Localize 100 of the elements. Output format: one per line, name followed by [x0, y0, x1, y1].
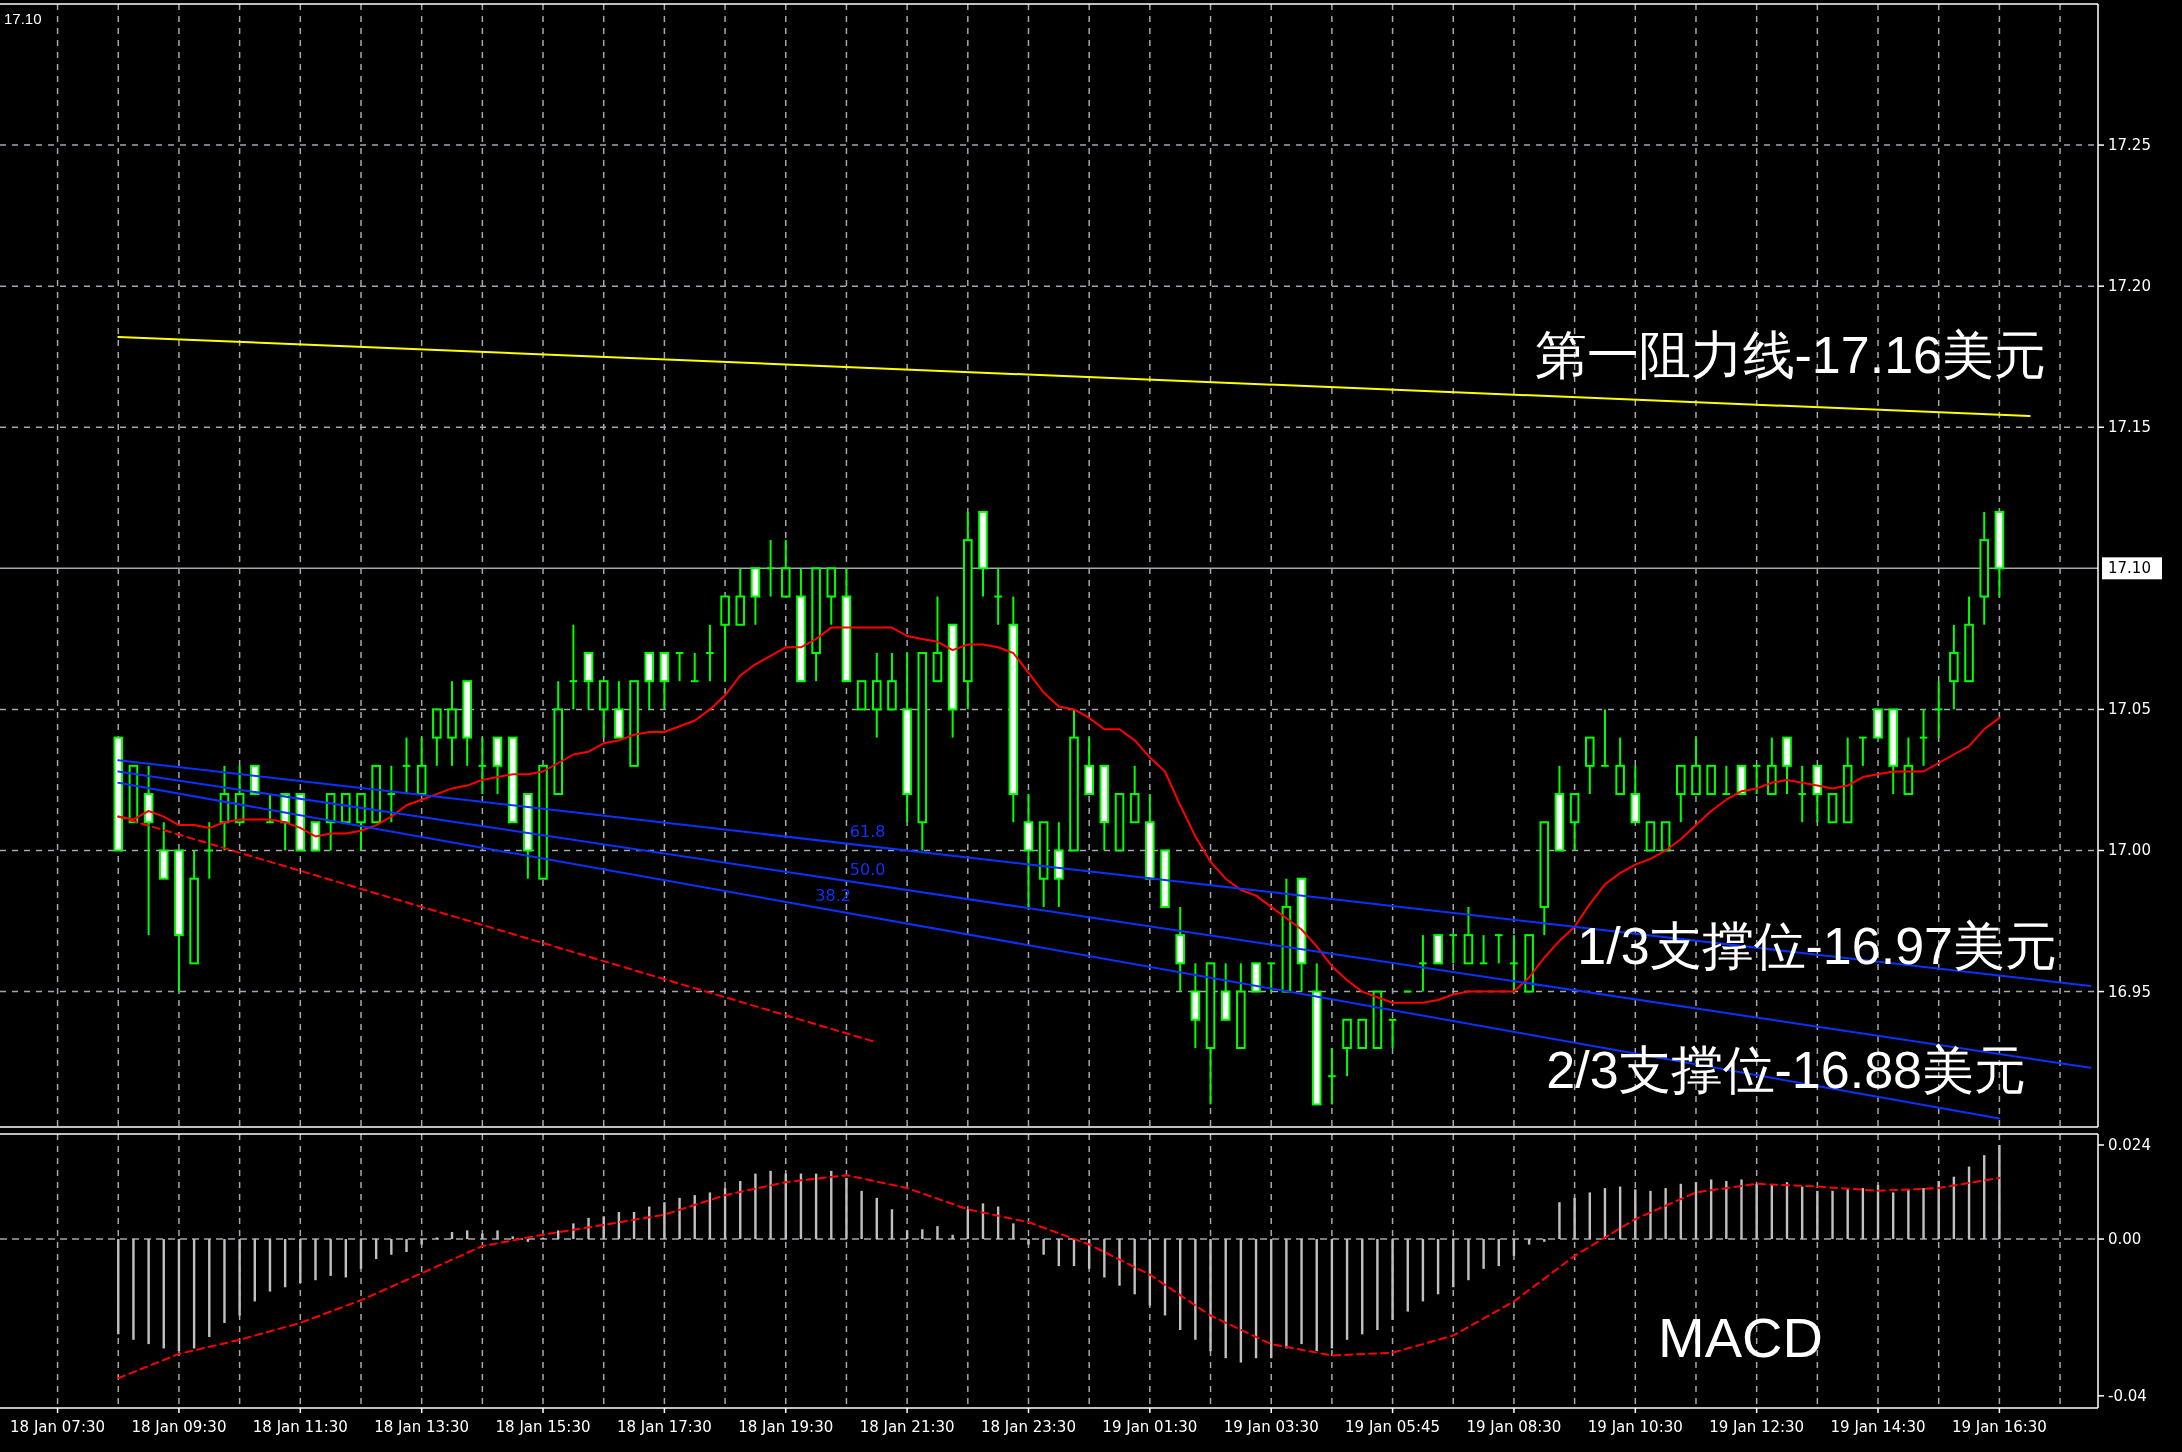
y-tick-label: 17.15	[2108, 418, 2151, 437]
x-tick-label: 19 Jan 10:30	[1587, 1418, 1683, 1436]
x-tick-label: 19 Jan 05:45	[1345, 1418, 1441, 1436]
bar	[1740, 1179, 1743, 1240]
bar	[1831, 1190, 1834, 1240]
bar	[223, 1239, 226, 1323]
bar	[481, 1233, 484, 1240]
bar	[1209, 1239, 1212, 1352]
candlestick	[204, 821, 215, 880]
bar	[1042, 1239, 1045, 1255]
candlestick	[705, 623, 715, 683]
bar	[238, 1239, 241, 1316]
x-tick-label: 19 Jan 14:30	[1830, 1418, 1926, 1436]
bar	[663, 1202, 666, 1240]
series-label: 50.0	[849, 860, 886, 880]
bar	[951, 1234, 954, 1240]
bar	[1467, 1239, 1470, 1281]
annotation: 第一阻力线-17.16美元	[1534, 326, 2046, 384]
candlestick	[1721, 764, 1732, 796]
bar	[299, 1239, 302, 1283]
bar	[769, 1170, 772, 1240]
x-tick-label: 18 Jan 17:30	[616, 1418, 712, 1436]
bar	[1527, 1239, 1531, 1245]
bar	[1118, 1239, 1121, 1286]
x-tick-label: 19 Jan 08:30	[1466, 1418, 1562, 1436]
candlestick	[689, 651, 700, 683]
bar	[1907, 1189, 1910, 1240]
ref-line-label: 17.10	[2108, 559, 2151, 578]
bar	[1649, 1190, 1652, 1240]
bar	[1194, 1239, 1197, 1340]
candlestick	[1600, 708, 1610, 767]
y-tick-label: 17.20	[2108, 277, 2151, 296]
candlestick	[265, 793, 275, 824]
series-label: 61.8	[849, 821, 886, 841]
bar	[1376, 1239, 1379, 1330]
bar	[1755, 1183, 1758, 1240]
candlestick	[1858, 736, 1868, 767]
candlestick	[765, 539, 776, 598]
bar	[1816, 1190, 1819, 1240]
bar	[1846, 1188, 1849, 1240]
candlestick	[1387, 1018, 1398, 1049]
bar	[1558, 1202, 1561, 1240]
bar	[678, 1197, 681, 1240]
candlestick	[1493, 934, 1504, 965]
bar	[147, 1239, 150, 1345]
candlestick	[993, 567, 1003, 626]
x-tick-label: 18 Jan 19:30	[738, 1418, 834, 1436]
bar	[1482, 1239, 1485, 1269]
y-tick-label: 17.00	[2108, 841, 2151, 860]
bar	[1391, 1239, 1394, 1320]
x-tick-label: 18 Jan 21:30	[859, 1418, 955, 1436]
candlestick	[1751, 764, 1762, 796]
bar	[390, 1239, 393, 1255]
bar	[420, 1239, 423, 1245]
line-series	[117, 1174, 2001, 1380]
candlestick	[1918, 708, 1929, 767]
bar	[1027, 1239, 1030, 1245]
candlestick	[1478, 934, 1489, 965]
bar	[1664, 1188, 1667, 1240]
x-tick-label: 19 Jan 03:30	[1223, 1418, 1319, 1436]
candlestick	[1509, 934, 1519, 993]
bar	[132, 1239, 135, 1340]
bar	[754, 1173, 757, 1240]
candlestick	[1797, 764, 1807, 824]
bar	[1133, 1239, 1136, 1295]
bar	[845, 1177, 848, 1240]
x-tick-label: 18 Jan 11:30	[252, 1418, 348, 1436]
x-tick-label: 18 Jan 09:30	[131, 1418, 227, 1436]
bar	[1300, 1239, 1303, 1345]
x-tick-label: 18 Jan 15:30	[495, 1418, 591, 1436]
text: MACD	[1658, 1306, 1823, 1369]
bar	[936, 1226, 939, 1240]
series-label: 38.2	[815, 886, 851, 906]
bar	[860, 1190, 863, 1240]
bar	[1103, 1239, 1106, 1278]
candlestick	[568, 623, 579, 711]
candlestick	[1448, 934, 1459, 965]
bar	[1285, 1239, 1288, 1349]
y-tick-label: 0.024	[2108, 1135, 2151, 1154]
candlestick	[1933, 680, 1944, 739]
bar	[329, 1239, 332, 1276]
x-tick-label: 19 Jan 16:30	[1951, 1418, 2047, 1436]
bar	[314, 1239, 317, 1281]
x-tick-label: 18 Jan 23:30	[981, 1418, 1076, 1436]
y-tick-label: 16.95	[2108, 982, 2151, 1001]
bar	[1012, 1223, 1015, 1240]
candlestick	[1418, 934, 1428, 993]
candlestick	[674, 651, 685, 683]
text: 17.10	[4, 10, 42, 27]
x-tick-label: 19 Jan 12:30	[1709, 1418, 1805, 1436]
candlestick	[386, 764, 397, 824]
candlestick	[477, 736, 488, 796]
bar	[405, 1239, 408, 1252]
candlestick	[1327, 1046, 1337, 1106]
bar	[1634, 1189, 1637, 1240]
bar	[1573, 1197, 1576, 1240]
x-tick-label: 18 Jan 07:30	[10, 1418, 106, 1436]
bar	[1725, 1181, 1728, 1240]
bar	[1998, 1144, 2001, 1240]
y-tick-label: -0.04	[2108, 1386, 2147, 1405]
